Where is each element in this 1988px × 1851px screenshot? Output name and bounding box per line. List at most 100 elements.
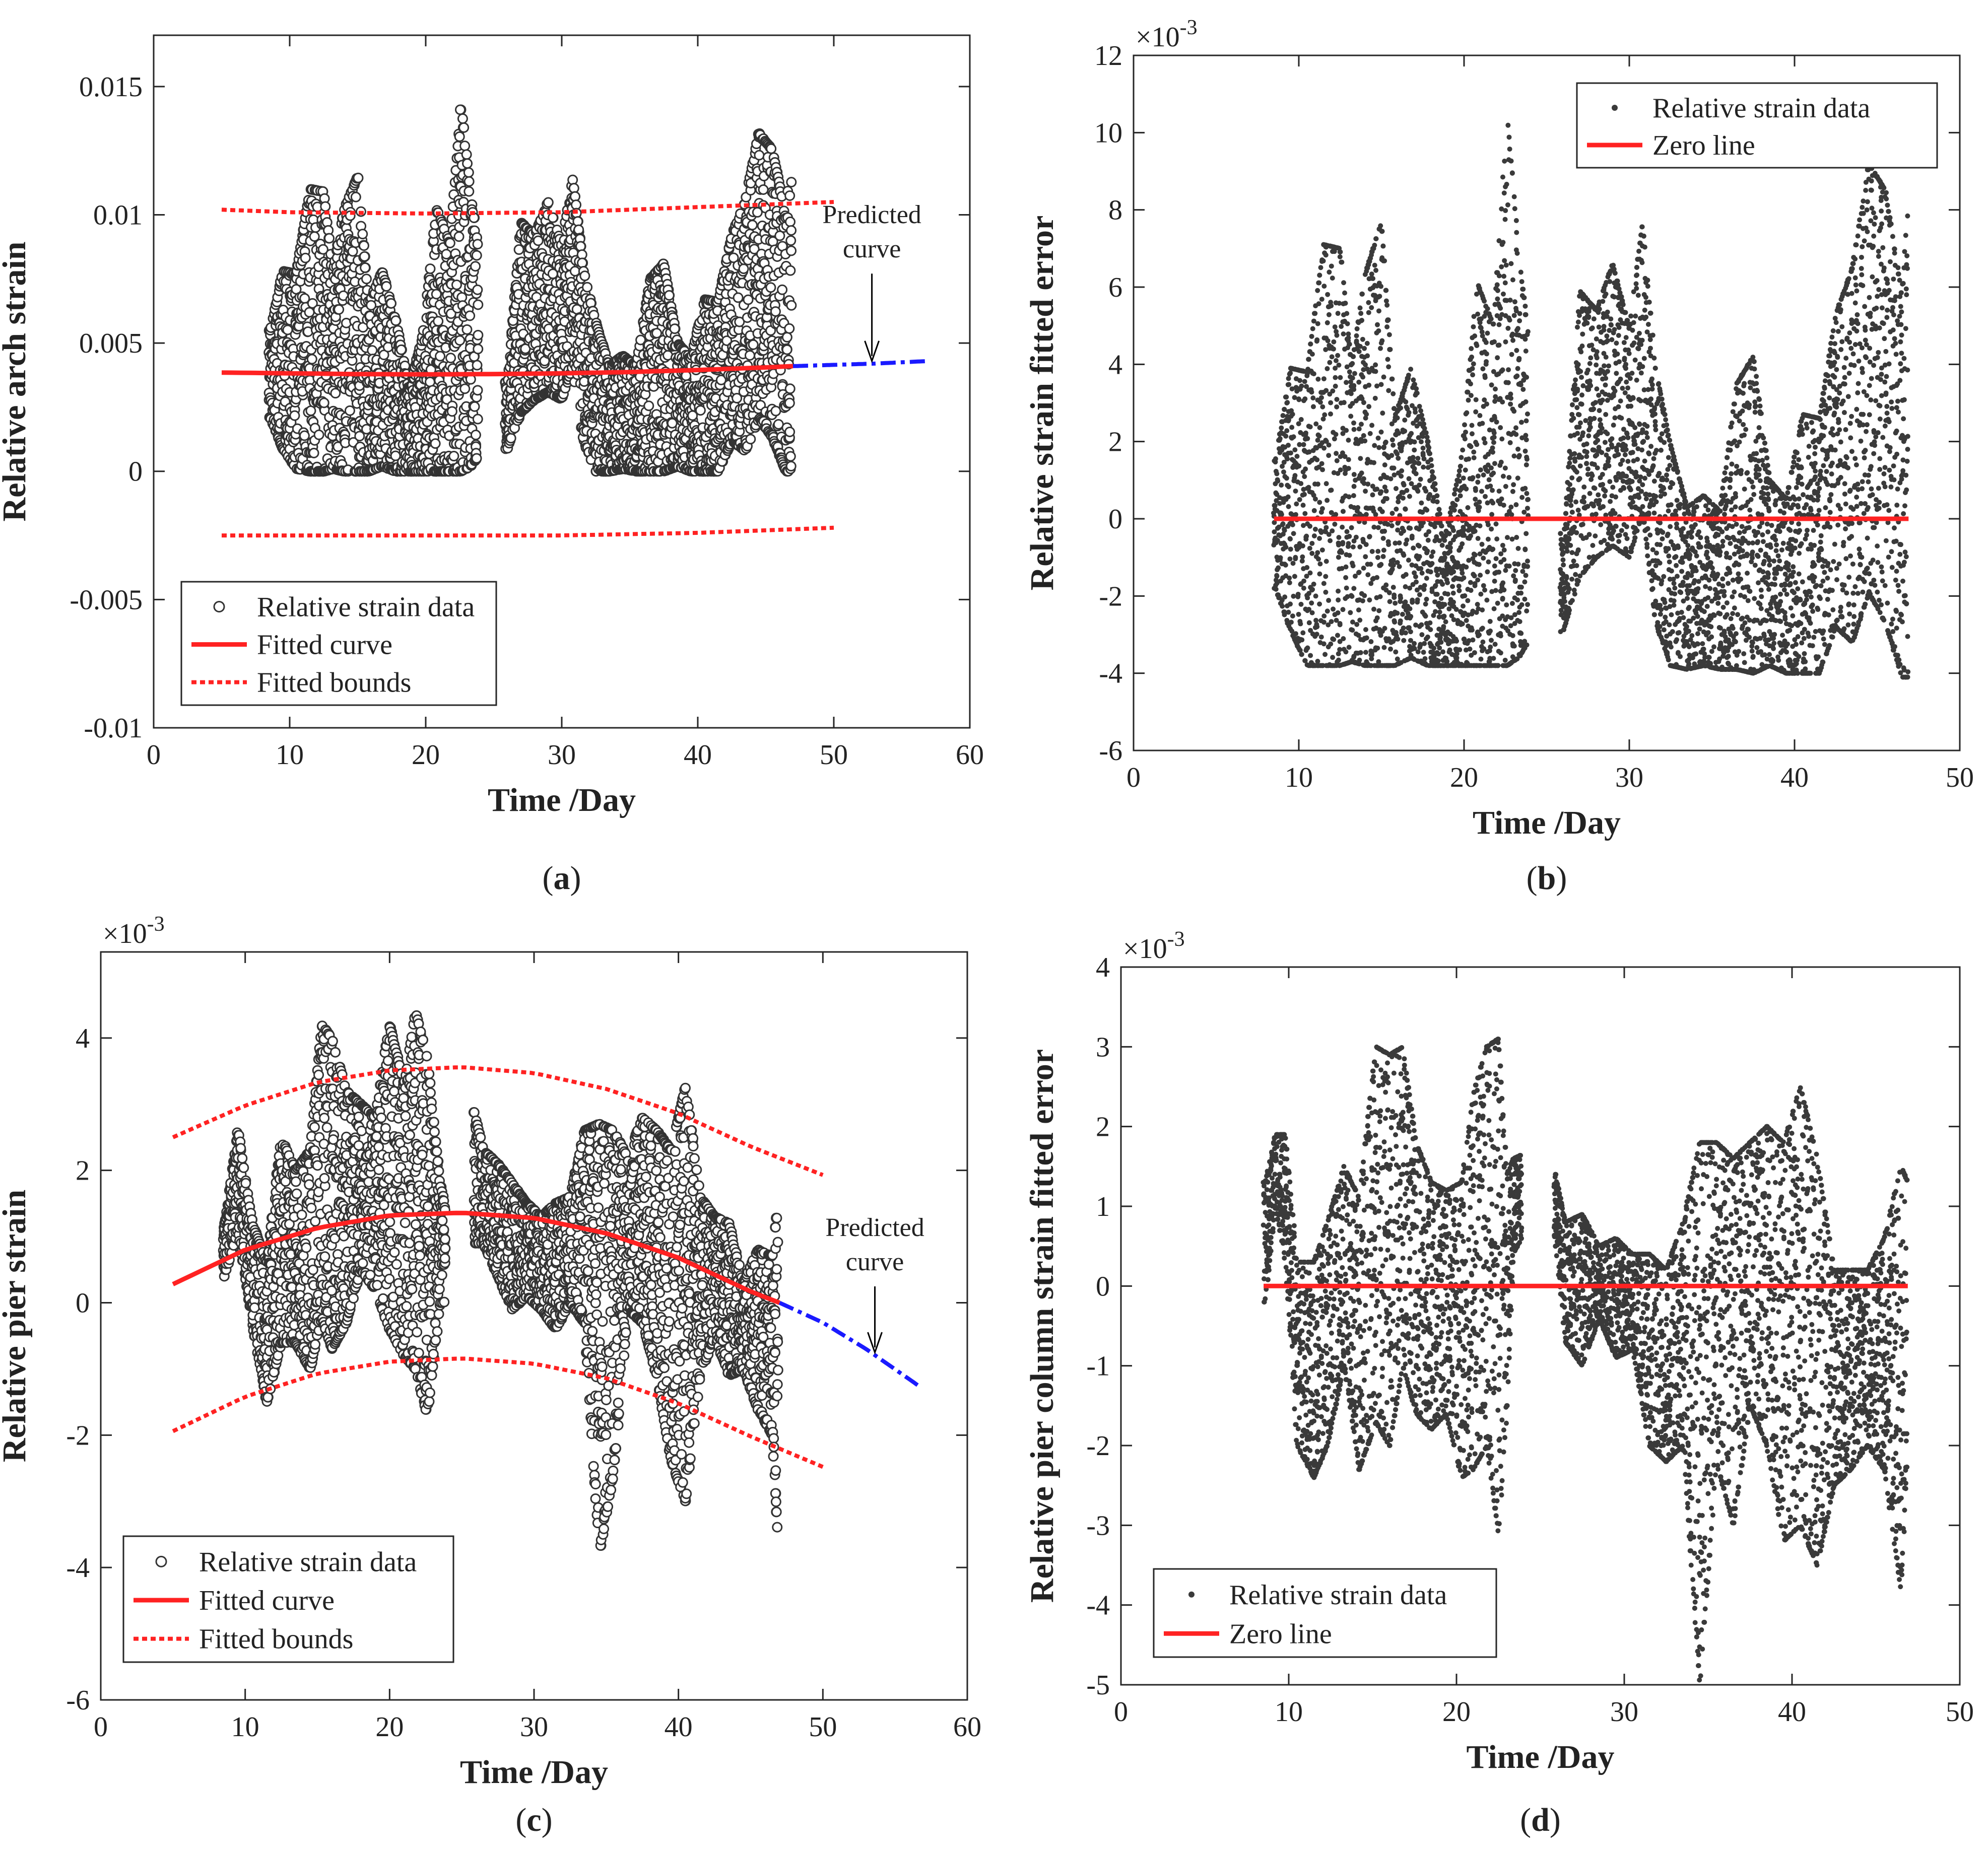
data-point [668,419,677,428]
data-point [354,173,363,182]
data-point [1328,642,1333,647]
data-point [744,295,753,304]
x-tick-label: 0 [147,739,161,771]
data-point [1317,601,1322,606]
data-point [460,142,470,151]
data-point [1281,469,1286,474]
data-point [1332,436,1337,441]
data-point [1319,395,1324,400]
data-point [1300,543,1305,549]
data-point [1344,311,1349,316]
data-point [1349,525,1354,530]
data-point [449,452,458,461]
data-point [1349,391,1354,396]
data-point [452,281,461,290]
data-point [1346,438,1351,443]
data-point [473,386,482,395]
data-point [1354,622,1359,627]
data-point [1282,528,1287,533]
data-point [1312,533,1317,538]
data-point [1352,427,1357,432]
data-point [1286,382,1291,387]
data-point [1329,488,1334,493]
data-point [1281,413,1286,418]
data-point [1346,331,1351,336]
data-point [1309,389,1314,394]
data-point [1301,586,1306,591]
data-point [1280,522,1285,527]
data-point [786,236,796,245]
data-point [473,415,482,424]
data-point [1286,610,1291,615]
data-point [1298,481,1303,486]
data-point [1325,608,1330,613]
data-point [1336,535,1341,540]
data-point [1274,471,1279,476]
data-point [739,264,748,273]
data-point [1307,524,1312,529]
data-point [1283,434,1288,439]
panel-caption: (a) [543,860,581,897]
data-point [745,351,754,360]
data-point [1331,637,1336,642]
x-tick-label: 50 [820,739,848,771]
data-point [1317,272,1322,278]
data-point [576,242,585,251]
data-point [1310,352,1315,357]
data-point [473,285,482,294]
data-point [1341,331,1346,336]
data-point [1293,512,1298,517]
data-point [474,345,483,354]
data-point [1286,504,1291,509]
data-point [506,434,515,443]
data-point [1330,354,1335,359]
data-point [1314,457,1319,462]
data-point [1299,652,1304,657]
data-point [1361,433,1366,438]
data-point [442,250,451,259]
data-point [1323,388,1329,393]
data-point [1346,457,1351,462]
data-point [463,159,472,168]
data-point [1290,522,1295,527]
data-point [1335,353,1340,358]
data-point [1324,559,1329,564]
data-point [1331,339,1336,345]
data-point [1306,485,1311,490]
data-point [321,202,330,211]
data-point [1301,442,1306,447]
data-point [290,411,299,420]
data-point [1361,400,1366,405]
y-axis-label: Relative strain fitted error [1024,216,1061,591]
data-point [1326,598,1331,603]
data-point [748,221,757,230]
y-tick-label: 0.01 [93,199,143,231]
data-point [1312,508,1317,513]
data-point [1335,397,1340,402]
data-point [361,263,370,272]
x-axis-label: Time /Day [1473,804,1621,841]
data-point [1329,303,1334,308]
data-point [1320,506,1325,511]
data-point [578,258,587,267]
data-point [1311,582,1316,587]
data-point [1286,495,1291,500]
data-point [1305,436,1310,441]
data-point [1283,563,1288,568]
data-point [1341,636,1346,641]
data-point [1292,475,1297,481]
x-tick-label: 20 [412,739,440,771]
data-point [1336,597,1341,602]
y-tick-label: 10 [1094,117,1122,149]
data-point [1301,579,1306,584]
data-point [1314,622,1319,627]
data-point [1334,404,1339,409]
data-point [1321,446,1327,451]
data-point [434,317,443,326]
data-point [314,430,323,439]
data-point [1352,371,1357,376]
data-point [787,226,796,235]
data-point [464,168,473,177]
data-point [1274,574,1279,579]
data-point [1359,318,1364,323]
